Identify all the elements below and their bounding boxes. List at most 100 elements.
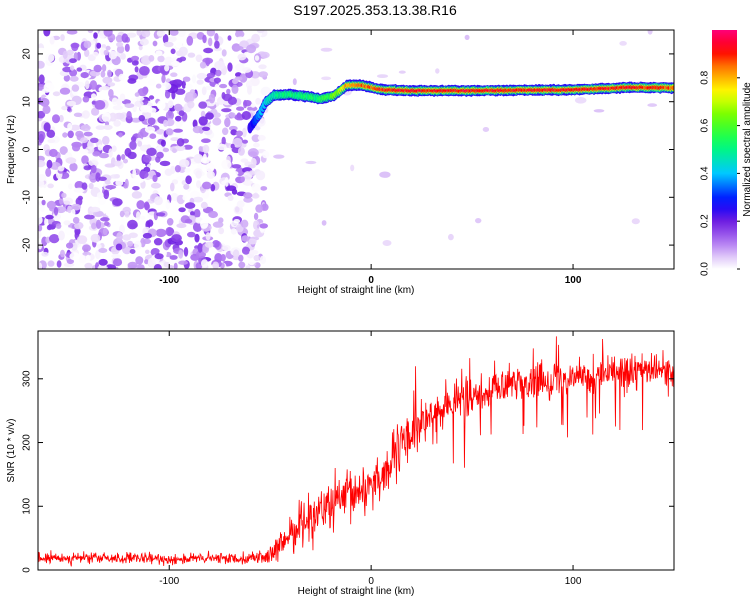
noise-cell [219,83,228,89]
noise-cell [198,116,208,126]
snr-x-tick-label: -100 [159,576,179,587]
noise-cell [69,162,78,172]
noise-cell [147,219,154,227]
noise-cell [173,262,178,269]
heatmap-x-tick-label: -100 [159,275,179,286]
noise-cell [69,65,75,71]
noise-cell [38,262,43,269]
noise-cell [88,182,94,190]
faint-cell [464,34,470,41]
noise-cell [131,191,143,199]
noise-cell [161,82,172,91]
noise-cell [84,262,93,269]
noise-cell [131,181,140,186]
noise-cell [195,54,203,63]
noise-cell [100,86,111,91]
noise-cell [38,74,45,84]
noise-cell [214,40,220,49]
noise-cell [61,192,67,199]
colorbar-tick-label: 0.8 [700,70,711,84]
noise-cell [156,151,164,159]
noise-cell [156,100,166,111]
noise-cell [214,253,223,263]
noise-cell [66,258,74,265]
noise-cell [69,252,80,261]
noise-cell [240,158,249,163]
faint-cell [448,233,454,241]
noise-cell [250,103,256,108]
noise-cell [196,79,204,85]
noise-cell [206,170,215,179]
noise-cell [137,88,148,97]
noise-cell [235,130,243,137]
snr-y-axis-label: SNR (10 * v/v) [6,419,17,483]
noise-cell [111,145,117,152]
noise-cell [221,49,227,57]
noise-cell [62,111,72,120]
noise-cell [241,246,251,255]
noise-cell [247,106,258,112]
noise-cell [230,143,235,149]
noise-cell [232,78,239,85]
noise-cell [181,180,187,186]
noise-cell [124,43,130,52]
noise-cell [256,30,265,34]
noise-cell [132,186,140,191]
noise-cell [171,234,182,243]
noise-cell [105,212,116,217]
faint-cell [482,127,490,132]
noise-cell [185,83,193,90]
noise-cell [153,264,162,269]
noise-cell [212,112,221,118]
noise-cell [155,50,163,57]
noise-cell [185,175,192,185]
noise-cell [100,70,106,78]
noise-cell [182,76,191,82]
noise-cell [153,238,163,246]
noise-cell [49,234,60,244]
noise-cell [221,159,232,170]
noise-cell [38,229,42,239]
snr-frame [37,330,675,571]
noise-cell [38,133,44,144]
noise-cell [87,30,94,34]
noise-cell [43,30,51,37]
noise-cell [165,226,174,237]
noise-cell [192,92,197,99]
noise-cell [111,254,121,259]
noise-cell [101,112,111,123]
noise-cell [38,225,43,232]
noise-cell [239,40,250,49]
noise-cell [55,223,62,229]
noise-cell [194,233,200,243]
noise-cell [66,100,77,107]
noise-cell [118,132,123,138]
noise-cell [123,183,128,189]
noise-cell [92,51,99,57]
noise-cell [144,201,150,210]
noise-cell [104,163,116,168]
noise-cell [176,50,183,57]
noise-cell [108,112,118,122]
noise-cell [101,64,107,72]
noise-cell [63,74,71,82]
noise-cell [227,62,233,72]
noise-cell [130,55,140,62]
noise-cell [233,219,241,224]
noise-cell [170,48,176,55]
noise-cell [94,211,104,217]
noise-cell [98,152,110,159]
noise-cell [214,83,220,93]
noise-cell [120,53,126,60]
noise-cell [204,85,213,91]
noise-cell [201,86,207,96]
noise-cell [104,179,111,185]
noise-cell [91,107,100,116]
noise-cell [96,244,102,249]
noise-cell [80,137,88,144]
noise-cell [144,126,156,134]
noise-cell [62,132,68,138]
noise-cell [107,82,116,87]
noise-cell [38,242,43,250]
noise-cell [69,75,79,82]
